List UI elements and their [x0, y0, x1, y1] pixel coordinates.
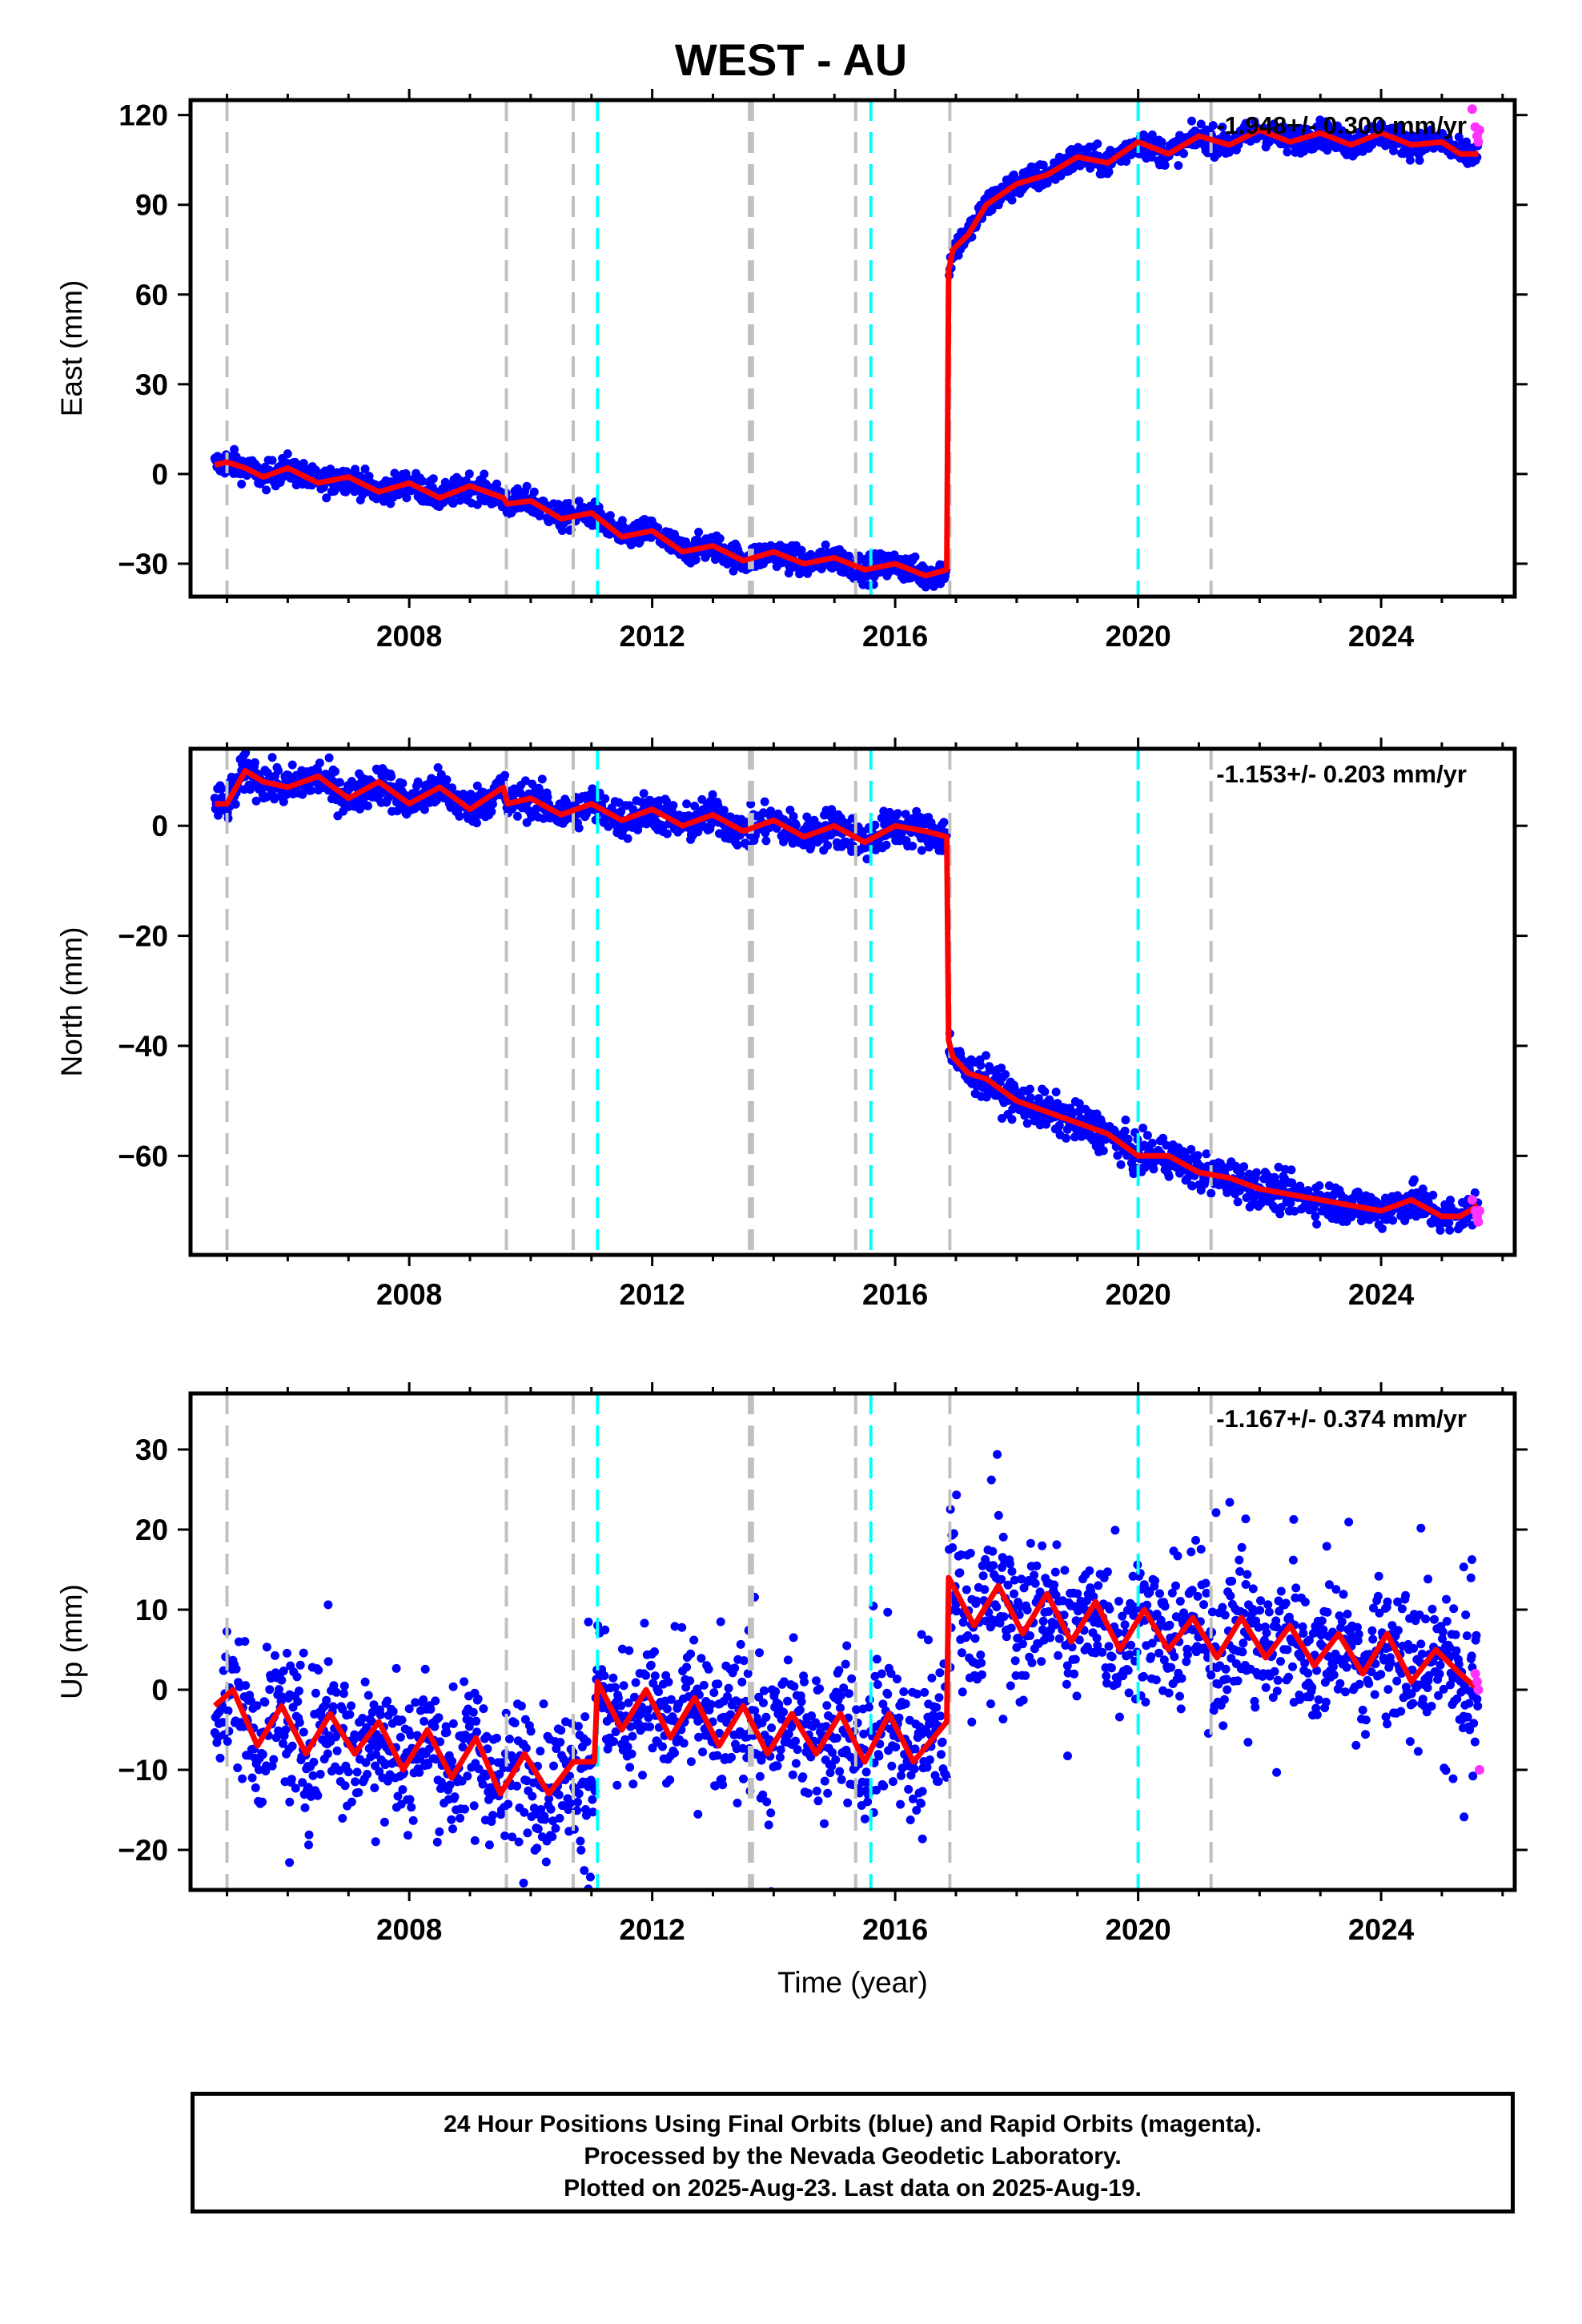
- up-y-tick-label: 10: [135, 1594, 168, 1626]
- east-plot-area: [210, 100, 1484, 597]
- north-final-orbit-points: [210, 749, 1483, 1235]
- east-x-tick-label: 2012: [619, 620, 685, 653]
- north-rapid-orbit-point: [1473, 1216, 1484, 1227]
- north-y-tick-label: −60: [118, 1140, 168, 1172]
- up-model-fit-line: [212, 1574, 1480, 1797]
- east-rapid-orbit-point: [1474, 125, 1484, 135]
- north-model-fit-line: [215, 768, 1480, 1220]
- north-y-axis-title: North (mm): [55, 927, 88, 1076]
- up-plot-area: [210, 1393, 1484, 1890]
- east-panel: 2008 2012 2016 2020 2024 −30 0 30 60 90 120 East (m…: [55, 89, 1528, 653]
- up-final-orbit-points: [210, 1449, 1483, 1890]
- north-y-tick-label: −20: [118, 920, 168, 953]
- up-rapid-orbit-point: [1474, 1765, 1484, 1775]
- up-x-tick-label: 2008: [376, 1913, 442, 1946]
- north-rapid-orbit-point: [1467, 1195, 1477, 1205]
- east-final-orbit-points: [210, 115, 1483, 592]
- up-x-axis-title: Time (year): [777, 1966, 928, 1999]
- up-panel: 2008 2012 2016 2020 2024 −20 −10 0 10 20 30 Up (mm)…: [55, 1382, 1528, 1999]
- north-plot-area: [210, 749, 1484, 1255]
- up-rapid-orbit-point: [1472, 1677, 1482, 1687]
- up-y-tick-label: 20: [135, 1514, 168, 1546]
- up-y-tick-label: 30: [135, 1433, 168, 1466]
- footer-caption-box: 24 Hour Positions Using Final Orbits (bl…: [191, 2092, 1515, 2213]
- north-x-tick-label: 2020: [1105, 1278, 1170, 1311]
- up-rapid-orbit-point: [1473, 1685, 1484, 1695]
- east-y-tick-label: 60: [135, 279, 168, 312]
- north-frame: [188, 746, 1517, 1257]
- up-x-tick-label: 2016: [862, 1913, 928, 1946]
- east-rate-label: -1.948+/- 0.300 mm/yr: [1216, 111, 1467, 139]
- up-y-tick-label: −20: [118, 1834, 168, 1867]
- east-x-tick-label: 2020: [1105, 620, 1170, 653]
- up-x-tick-label: 2024: [1348, 1913, 1415, 1946]
- up-y-axis-title: Up (mm): [55, 1584, 88, 1699]
- east-y-tick-label: 120: [118, 99, 168, 132]
- north-y-tick-label: 0: [151, 810, 168, 842]
- up-frame: [188, 1391, 1517, 1892]
- north-x-tick-label: 2008: [376, 1278, 442, 1311]
- north-x-tick-label: 2012: [619, 1278, 685, 1311]
- east-frame: [188, 98, 1517, 599]
- east-rapid-orbit-point: [1467, 104, 1477, 115]
- north-x-tick-label: 2024: [1348, 1278, 1415, 1311]
- up-x-tick-label: 2020: [1105, 1913, 1170, 1946]
- east-x-tick-label: 2024: [1348, 620, 1415, 653]
- east-y-tick-label: 0: [151, 458, 168, 491]
- footer-line-3: Plotted on 2025-Aug-23. Last data on 202…: [564, 2175, 1142, 2201]
- east-x-tick-label: 2008: [376, 620, 442, 653]
- east-x-tick-label: 2016: [862, 620, 928, 653]
- north-rate-label: -1.153+/- 0.203 mm/yr: [1216, 760, 1467, 788]
- footer-line-1: 24 Hour Positions Using Final Orbits (bl…: [444, 2111, 1262, 2137]
- chart-title: WEST - AU: [674, 34, 908, 85]
- up-y-tick-label: 0: [151, 1674, 168, 1707]
- up-rapid-orbit-point: [1470, 1669, 1480, 1679]
- east-y-tick-label: 30: [135, 368, 168, 401]
- east-y-tick-label: 90: [135, 189, 168, 222]
- footer-line-2: Processed by the Nevada Geodetic Laborat…: [584, 2143, 1122, 2169]
- north-y-tick-label: −40: [118, 1030, 168, 1063]
- north-panel: 2008 2012 2016 2020 2024 −60 −40 −20 0 North (mm)…: [55, 738, 1528, 1311]
- east-model-fit-line: [214, 127, 1479, 579]
- north-x-tick-label: 2016: [862, 1278, 928, 1311]
- east-y-tick-label: −30: [118, 548, 168, 581]
- up-y-tick-label: −10: [118, 1754, 168, 1787]
- up-rate-label: -1.167+/- 0.374 mm/yr: [1216, 1405, 1467, 1433]
- north-rapid-orbit-point: [1474, 1206, 1484, 1216]
- east-y-axis-title: East (mm): [55, 280, 88, 417]
- up-x-tick-label: 2012: [619, 1913, 685, 1946]
- east-rapid-orbit-point: [1473, 137, 1484, 147]
